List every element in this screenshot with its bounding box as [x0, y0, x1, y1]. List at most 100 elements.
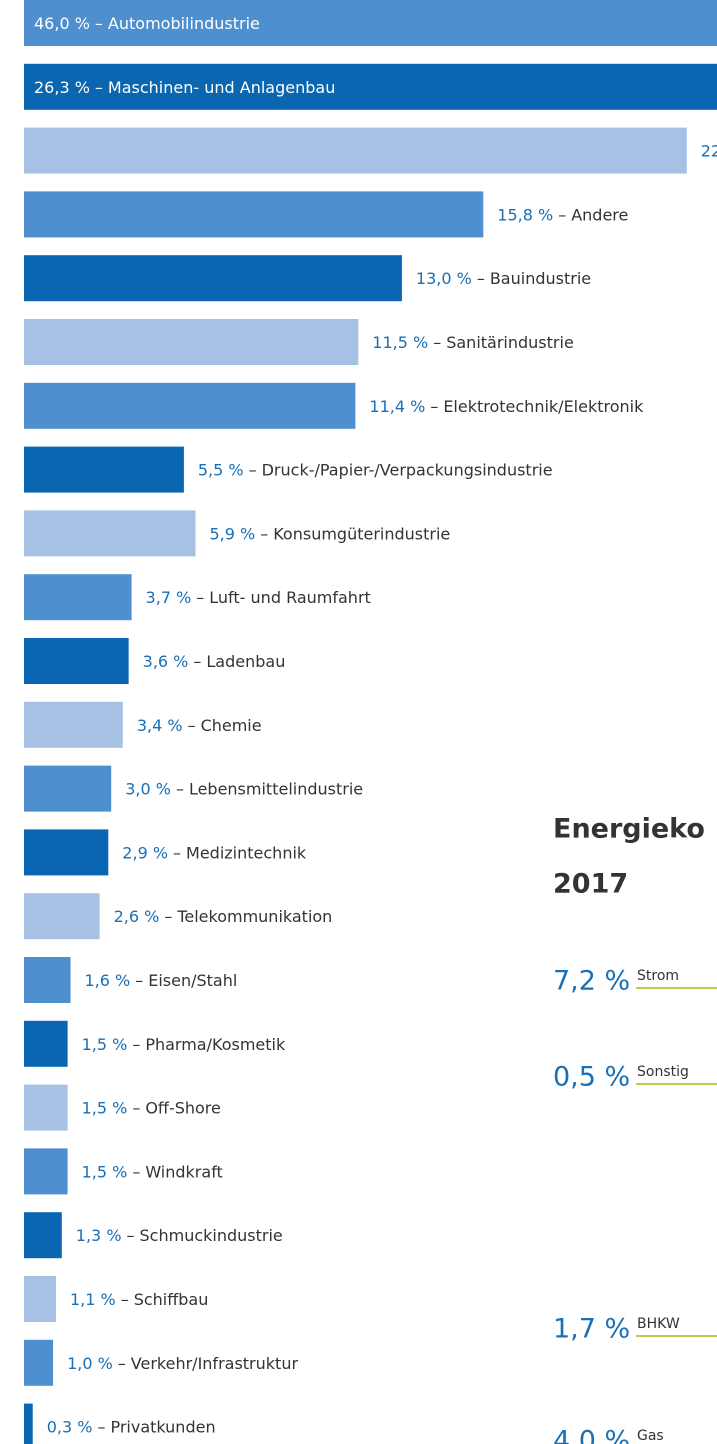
category-label: Maschinen- und Anlagenbau	[108, 77, 335, 96]
bar	[24, 0, 717, 46]
bar	[24, 191, 484, 238]
bar	[24, 893, 100, 940]
category-label: Windkraft	[145, 1162, 222, 1181]
separator: –	[127, 1226, 135, 1245]
value-label: 3,6 %	[143, 652, 189, 671]
separator: –	[196, 588, 204, 607]
value-label: 1,3 %	[76, 1226, 122, 1245]
bar	[24, 1403, 33, 1444]
bar	[24, 1020, 68, 1067]
value-label: 3,7 %	[146, 588, 192, 607]
separator: –	[132, 1098, 140, 1117]
bar-label: 1,5 % – Windkraft	[82, 1162, 223, 1181]
value-label: 1,5 %	[82, 1098, 128, 1117]
bar	[24, 446, 184, 493]
value-label: 22,8 %	[701, 141, 717, 160]
energy-label: Sonstig	[637, 1064, 689, 1080]
bar	[24, 319, 359, 365]
category-label: Lebensmittelindustrie	[189, 779, 363, 798]
bar-label: 11,4 % – Elektrotechnik/Elektronik	[369, 396, 644, 415]
energy-value: 1,7 %	[553, 1314, 630, 1345]
category-label: Telekommunikation	[176, 907, 332, 926]
bar-label: 3,6 % – Ladenbau	[143, 652, 286, 671]
value-label: 1,1 %	[70, 1290, 116, 1309]
value-label: 1,6 %	[85, 971, 131, 990]
bar	[24, 701, 123, 748]
value-label: 11,5 %	[372, 333, 428, 352]
separator: –	[558, 205, 566, 224]
value-label: 1,0 %	[67, 1353, 113, 1372]
bar-label: 22,8 %–Oberflächentechnik	[701, 141, 717, 160]
category-label: Verkehr/Infrastruktur	[131, 1353, 299, 1372]
separator: –	[260, 524, 268, 543]
energy-value: 0,5 %	[553, 1062, 630, 1093]
bar-label: 1,1 % – Schiffbau	[70, 1290, 208, 1309]
value-label: 1,5 %	[82, 1162, 128, 1181]
bar	[24, 957, 71, 1003]
separator: –	[132, 1034, 140, 1053]
value-label: 26,3 %	[34, 77, 90, 96]
category-label: Sanitärindustrie	[446, 333, 574, 352]
bar-label: 2,6 % – Telekommunikation	[114, 907, 333, 926]
bar-label: 3,4 % – Chemie	[137, 715, 262, 734]
separator: –	[95, 14, 103, 33]
value-label: 5,9 %	[210, 524, 256, 543]
category-label: Druck-/Papier-/Verpackungsindustrie	[262, 460, 553, 479]
value-label: 1,5 %	[82, 1034, 128, 1053]
bar-label: 1,0 % – Verkehr/Infrastruktur	[67, 1353, 298, 1372]
separator: –	[118, 1353, 126, 1372]
energy-value: 4,0 %	[553, 1426, 630, 1444]
separator: –	[176, 779, 184, 798]
bar	[24, 510, 196, 557]
bar-label: 11,5 % – Sanitärindustrie	[372, 333, 573, 352]
energy-label: Strom	[637, 968, 679, 984]
separator: –	[188, 715, 196, 734]
bar	[24, 382, 356, 429]
category-label: Ladenbau	[206, 652, 285, 671]
value-label: 0,3 %	[47, 1417, 93, 1436]
bar	[24, 574, 132, 621]
category-label: Konsumgüterindustrie	[273, 524, 450, 543]
section-title: 2017	[553, 869, 628, 900]
bar-label: 5,9 % – Konsumgüterindustrie	[210, 524, 451, 543]
bar	[24, 1084, 68, 1131]
bar	[24, 638, 129, 684]
bar	[24, 829, 109, 876]
separator: –	[164, 907, 172, 926]
value-label: 5,5 %	[198, 460, 244, 479]
separator: –	[97, 1417, 105, 1436]
value-label: 3,0 %	[125, 779, 171, 798]
energy-label: BHKW	[637, 1316, 680, 1332]
bar-label: 1,3 % – Schmuckindustrie	[76, 1226, 283, 1245]
energy-label: Gas	[637, 1428, 664, 1444]
value-label: 15,8 %	[497, 205, 553, 224]
value-label: 3,4 %	[137, 715, 183, 734]
bar-label: 46,0 % – Automobilindustrie	[34, 14, 260, 33]
bar	[24, 1276, 56, 1322]
bar-label: 5,5 % – Druck-/Papier-/Verpackungsindustri…	[198, 460, 553, 479]
category-label: Schmuckindustrie	[140, 1226, 283, 1245]
bar-label: 1,5 % – Off-Shore	[82, 1098, 221, 1117]
separator: –	[249, 460, 257, 479]
bar-label: 2,9 % – Medizintechnik	[122, 843, 307, 862]
category-label: Pharma/Kosmetik	[145, 1034, 286, 1053]
category-label: Bauindustrie	[490, 269, 591, 288]
separator: –	[95, 77, 103, 96]
separator: –	[132, 1162, 140, 1181]
bar-label: 3,7 % – Luft- und Raumfahrt	[146, 588, 371, 607]
bar	[24, 1339, 54, 1386]
bar	[24, 1212, 62, 1259]
bar-label: 15,8 % – Andere	[497, 205, 628, 224]
category-label: Eisen/Stahl	[148, 971, 237, 990]
separator: –	[477, 269, 485, 288]
section-title: Energieko	[553, 814, 705, 845]
value-label: 13,0 %	[416, 269, 472, 288]
category-label: Chemie	[201, 715, 262, 734]
category-label: Schiffbau	[134, 1290, 209, 1309]
bar-label: 13,0 % – Bauindustrie	[416, 269, 591, 288]
bar	[24, 127, 687, 174]
bar	[24, 255, 402, 302]
separator: –	[173, 843, 181, 862]
separator: –	[121, 1290, 129, 1309]
category-label: Medizintechnik	[186, 843, 307, 862]
